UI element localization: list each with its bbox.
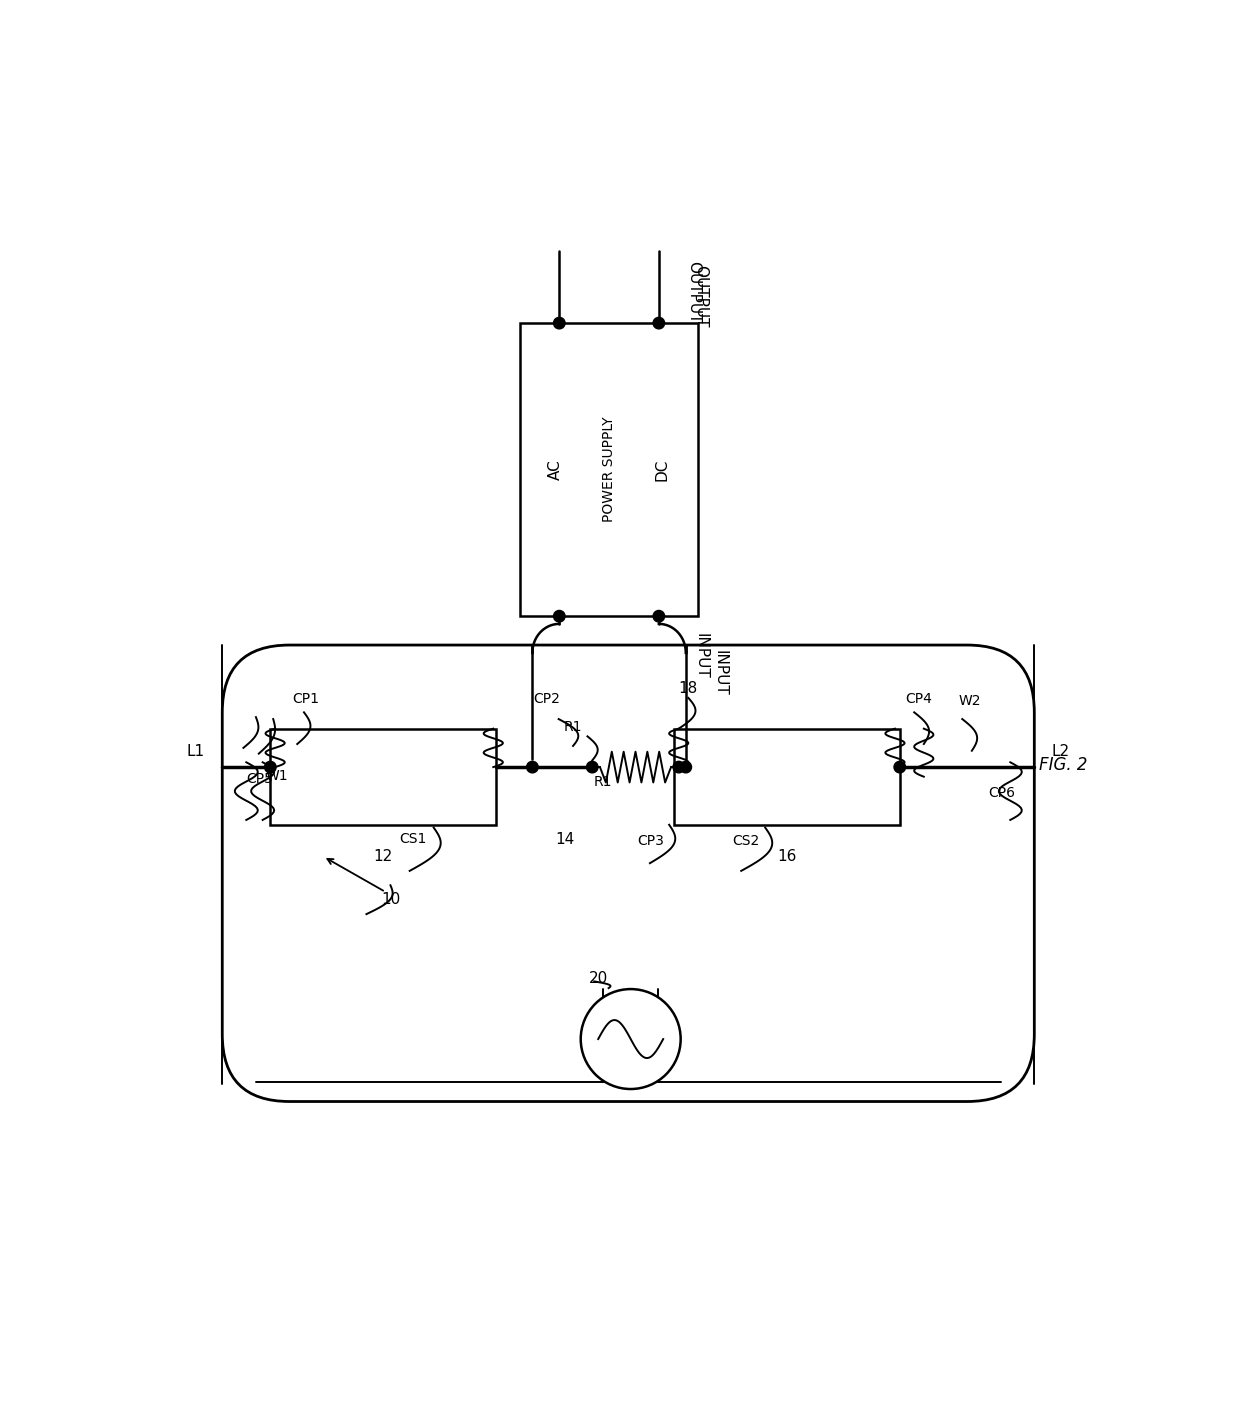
Circle shape (894, 761, 905, 773)
Text: POWER SUPPLY: POWER SUPPLY (603, 417, 616, 523)
Text: OUTPUT: OUTPUT (693, 265, 708, 328)
Text: AC: AC (548, 460, 563, 481)
Text: CP4: CP4 (905, 692, 932, 706)
Text: 16: 16 (777, 849, 796, 864)
Text: CP5: CP5 (247, 772, 273, 786)
Text: OUTPUT: OUTPUT (686, 261, 701, 324)
Text: FIG. 2: FIG. 2 (1039, 757, 1087, 775)
Text: W2: W2 (959, 693, 981, 708)
Circle shape (527, 761, 538, 773)
Text: 14: 14 (556, 832, 575, 848)
Bar (675, 729, 900, 825)
Text: CP1: CP1 (293, 692, 320, 706)
Text: DC: DC (655, 458, 670, 481)
Circle shape (653, 318, 665, 329)
Text: CS1: CS1 (399, 832, 427, 846)
Text: 18: 18 (678, 681, 698, 696)
Text: CS2: CS2 (733, 835, 760, 849)
Circle shape (653, 611, 665, 622)
Text: L2: L2 (1052, 744, 1070, 759)
Text: R1: R1 (564, 720, 583, 734)
Circle shape (680, 761, 692, 773)
Text: R1: R1 (593, 775, 611, 789)
Text: W1: W1 (265, 769, 288, 783)
Text: CP3: CP3 (637, 835, 665, 849)
Text: 20: 20 (589, 971, 609, 986)
Text: CP6: CP6 (988, 786, 1016, 800)
Text: CP2: CP2 (533, 692, 560, 706)
Text: INPUT: INPUT (713, 650, 728, 695)
Bar (270, 729, 496, 825)
Circle shape (264, 761, 277, 773)
Circle shape (553, 611, 565, 622)
Bar (521, 324, 698, 616)
Circle shape (587, 761, 598, 773)
Text: INPUT: INPUT (693, 632, 708, 678)
Text: L1: L1 (187, 744, 205, 759)
Text: 10: 10 (381, 892, 401, 906)
Text: 12: 12 (373, 849, 393, 864)
Circle shape (553, 318, 565, 329)
Circle shape (673, 761, 684, 773)
Circle shape (580, 989, 681, 1089)
